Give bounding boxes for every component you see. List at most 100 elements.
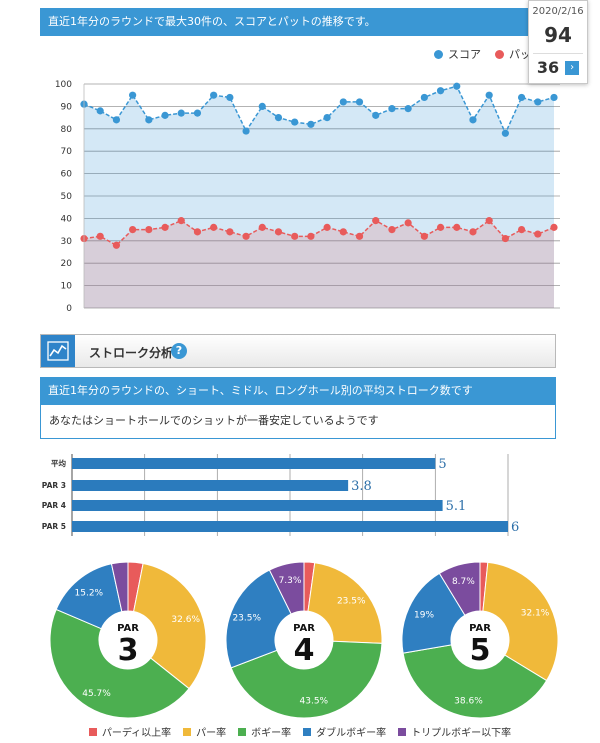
- tooltip-putt: 36: [536, 58, 560, 77]
- score-point: [485, 91, 493, 99]
- score-point: [323, 114, 331, 122]
- series-area-putt: [84, 220, 554, 308]
- y-tick-label: 10: [61, 282, 73, 292]
- bar: [72, 458, 436, 469]
- bar: [72, 480, 349, 491]
- double-legend-label: ダブルボギー率: [316, 728, 387, 739]
- score-putt-line-chart: 0 10 20 30 40 50 60 70 80 90 100: [55, 80, 560, 314]
- y-tick-label: 40: [61, 214, 73, 224]
- score-point: [145, 116, 153, 124]
- legend-item-birdie[interactable]: パーディ以上率: [88, 724, 172, 739]
- donut-slice-label: 7.3%: [279, 576, 302, 586]
- legend-item-bogey[interactable]: ボギー率: [238, 724, 291, 739]
- putt-point: [517, 226, 526, 234]
- bar-category-label: PAR 4: [42, 501, 66, 510]
- donut-legend: パーディ以上率 パー率 ボギー率 ダブルボギー率 トリプルボギー以下率: [0, 724, 600, 739]
- help-icon[interactable]: ?: [171, 343, 187, 359]
- legend-item-score[interactable]: スコア: [434, 46, 481, 62]
- legend-item-par[interactable]: パー率: [183, 724, 226, 739]
- score-point: [469, 116, 477, 124]
- score-trend-banner: 直近1年分のラウンドで最大30件の、スコアとパットの推移です。: [40, 8, 556, 36]
- putt-point: [501, 234, 509, 243]
- score-point: [177, 109, 185, 117]
- donut-slice-label: 23.5%: [232, 614, 261, 624]
- donut-slice-label: 32.1%: [521, 609, 550, 619]
- birdie-legend-marker: [88, 727, 97, 736]
- legend-item-double[interactable]: ダブルボギー率: [303, 724, 386, 739]
- chevron-right-icon[interactable]: ›: [565, 60, 580, 75]
- score-point: [339, 98, 347, 106]
- section-title: ストローク分析: [89, 346, 174, 360]
- y-tick-label: 30: [61, 237, 73, 247]
- donut-slice-label: 38.6%: [454, 696, 483, 706]
- par-legend-marker: [183, 727, 192, 736]
- donut-slice-label: 45.7%: [82, 689, 111, 699]
- bar: [72, 500, 443, 511]
- line-chart-icon: [41, 335, 75, 367]
- score-point: [453, 82, 461, 90]
- stroke-analysis-header: ストローク分析 ?: [40, 334, 556, 368]
- putt-point: [485, 217, 493, 225]
- score-point: [372, 111, 380, 119]
- donut-center-prefix: PAR: [117, 623, 139, 634]
- donut-slice: [402, 644, 548, 719]
- y-tick-label: 50: [61, 192, 73, 202]
- tooltip-date: 2020/2/16: [532, 6, 584, 17]
- donut-slice-label: 19%: [414, 611, 434, 621]
- bar-value-label: 5: [438, 457, 446, 472]
- bar-category-label: PAR 5: [42, 522, 66, 531]
- score-point: [534, 98, 542, 106]
- putt-point: [323, 223, 331, 231]
- score-point: [355, 98, 364, 106]
- score-point: [193, 109, 202, 117]
- putt-point: [96, 232, 104, 240]
- score-point: [550, 93, 558, 102]
- score-point: [517, 93, 526, 102]
- score-point: [307, 120, 315, 128]
- bar-category-label: 平均: [51, 458, 66, 468]
- average-stroke-bar-chart: 平均 5 PAR 3 3.8 PAR 4 5.1 PAR 5 6: [42, 454, 519, 536]
- tooltip-score: 94: [544, 23, 572, 47]
- putt-point: [339, 228, 347, 236]
- bar-value-label: 5.1: [446, 499, 467, 514]
- donut-hole: [275, 611, 333, 669]
- donut-slice-label: 32.6%: [171, 615, 200, 625]
- par-legend-label: パー率: [196, 728, 227, 739]
- y-tick-label: 70: [61, 147, 73, 157]
- bar-value-label: 3.8: [351, 479, 372, 494]
- birdie-legend-label: パーディ以上率: [101, 728, 172, 739]
- stroke-message: あなたはショートホールでのショットが一番安定しているようです: [40, 405, 556, 439]
- putt-point: [161, 223, 169, 231]
- tooltip-putt-row: 36 ›: [529, 58, 587, 77]
- y-tick-label: 0: [66, 304, 72, 314]
- putt-point: [242, 232, 250, 240]
- double-legend-marker: [303, 727, 312, 736]
- putt-point: [177, 217, 185, 225]
- putt-point: [291, 232, 299, 240]
- donut-center-number: 4: [294, 633, 315, 668]
- putt-point: [388, 226, 396, 234]
- donut-slice-label: 23.5%: [337, 597, 366, 607]
- score-point: [388, 105, 396, 113]
- score-legend-marker: [434, 49, 443, 59]
- putt-point: [274, 228, 283, 236]
- legend-item-triple[interactable]: トリプルボギー以下率: [398, 724, 511, 739]
- series-area-score: [84, 86, 554, 309]
- score-point: [501, 129, 509, 137]
- bogey-legend-label: ボギー率: [251, 728, 292, 739]
- bar-category-label: PAR 3: [42, 481, 66, 490]
- donut-slice-label: 8.7%: [452, 577, 475, 587]
- y-tick-label: 20: [61, 259, 73, 269]
- y-tick-label: 100: [55, 80, 72, 90]
- score-point: [96, 107, 104, 115]
- putt-point: [129, 226, 137, 234]
- putt-point: [372, 217, 380, 225]
- putt-point: [355, 232, 364, 240]
- score-point: [242, 127, 250, 135]
- putt-point: [258, 223, 266, 231]
- putt-point: [112, 241, 121, 249]
- score-point: [112, 116, 121, 124]
- donut-slice-label: 43.5%: [300, 697, 329, 707]
- score-point: [226, 93, 234, 102]
- putt-point: [226, 228, 234, 236]
